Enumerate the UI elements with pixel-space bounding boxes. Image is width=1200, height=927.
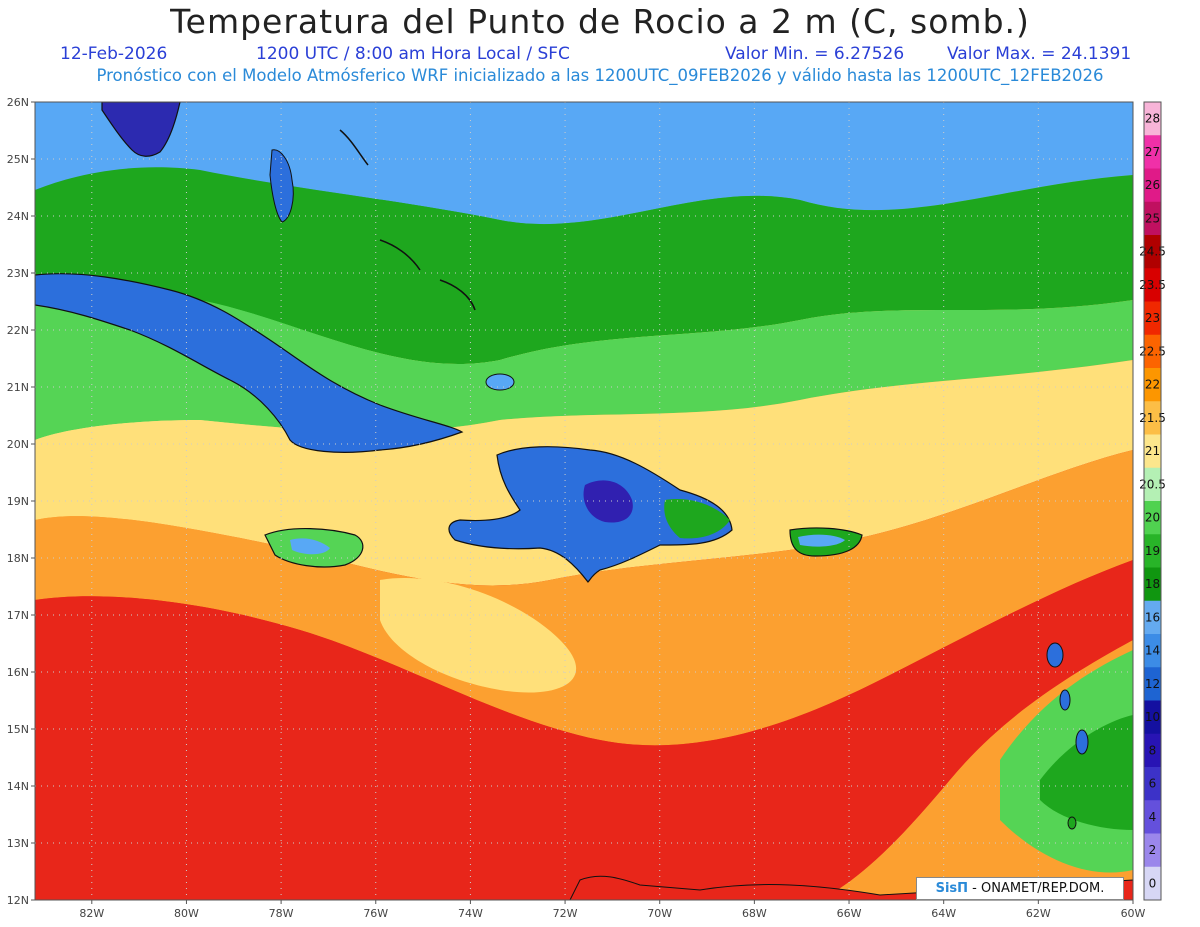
lon-tick-label: 80W bbox=[174, 907, 199, 920]
lat-tick-label: 23N bbox=[7, 267, 29, 280]
lon-tick-label: 68W bbox=[742, 907, 767, 920]
colorbar-label: 10 bbox=[1145, 710, 1160, 724]
lat-tick-label: 19N bbox=[7, 495, 29, 508]
lon-tick-label: 82W bbox=[79, 907, 104, 920]
lon-tick-label: 60W bbox=[1121, 907, 1146, 920]
colorbar-label: 26 bbox=[1145, 178, 1160, 192]
colorbar: 2827262524.523.52322.52221.52120.5201918… bbox=[1139, 101, 1166, 901]
lon-tick-label: 72W bbox=[553, 907, 578, 920]
colorbar-label: 19 bbox=[1145, 544, 1160, 558]
lat-tick-label: 26N bbox=[7, 96, 29, 109]
forecast-time: 1200 UTC / 8:00 am Hora Local / SFC bbox=[256, 44, 570, 64]
colorbar-swatch bbox=[1144, 401, 1161, 435]
cuba-landmass bbox=[35, 273, 464, 453]
lat-tick-label: 15N bbox=[7, 723, 29, 736]
colorbar-swatch bbox=[1144, 201, 1161, 236]
lon-tick-label: 76W bbox=[363, 907, 388, 920]
axis-labels: 26N 25N 24N 23N 22N 21N 20N 19N 18N 17N 16N 15N 14N 1… bbox=[7, 96, 1146, 920]
colorbar-swatch bbox=[1144, 235, 1161, 269]
lon-tick-label: 74W bbox=[458, 907, 483, 920]
lat-tick-label: 12N bbox=[7, 894, 29, 907]
colorbar-swatch bbox=[1144, 168, 1161, 203]
colorbar-swatch bbox=[1144, 866, 1161, 901]
lat-tick-label: 16N bbox=[7, 666, 29, 679]
colorbar-swatch bbox=[1144, 767, 1161, 801]
colorbar-swatch bbox=[1144, 667, 1161, 701]
model-info: Pronóstico con el Modelo Atmósferico WRF… bbox=[96, 66, 1104, 85]
colorbar-swatch bbox=[1144, 268, 1161, 302]
lat-tick-label: 17N bbox=[7, 609, 29, 622]
lon-tick-label: 78W bbox=[269, 907, 294, 920]
colorbar-label: 2 bbox=[1149, 843, 1157, 857]
colorbar-label: 20.5 bbox=[1139, 477, 1166, 491]
colorbar-swatch bbox=[1144, 800, 1161, 834]
hispaniola-landmass bbox=[448, 446, 733, 583]
colorbar-label: 8 bbox=[1149, 743, 1157, 757]
colorbar-label: 12 bbox=[1145, 677, 1160, 691]
colorbar-swatch bbox=[1144, 102, 1161, 136]
lat-tick-label: 21N bbox=[7, 381, 29, 394]
sispi-logo: SisΠ bbox=[935, 881, 969, 896]
colorbar-swatch bbox=[1144, 467, 1161, 502]
min-value: Valor Min. = 6.27526 bbox=[725, 44, 905, 64]
colorbar-swatch bbox=[1144, 301, 1161, 336]
colorbar-label: 16 bbox=[1145, 610, 1160, 624]
colorbar-label: 0 bbox=[1149, 876, 1157, 890]
colorbar-frame bbox=[1143, 101, 1162, 901]
credit-text: - ONAMET/REP.DOM. bbox=[972, 881, 1105, 896]
colorbar-label: 6 bbox=[1149, 777, 1157, 791]
colorbar-label: 20 bbox=[1145, 511, 1160, 525]
lon-tick-label: 70W bbox=[647, 907, 672, 920]
lat-tick-label: 18N bbox=[7, 552, 29, 565]
colorbar-label: 23 bbox=[1145, 311, 1160, 325]
colorbar-label: 28 bbox=[1145, 112, 1160, 126]
colorbar-label: 27 bbox=[1145, 145, 1160, 159]
field-layer bbox=[35, 102, 1133, 900]
lat-tick-label: 25N bbox=[7, 153, 29, 166]
florida-landmass bbox=[101, 102, 181, 157]
colorbar-label: 18 bbox=[1145, 577, 1160, 591]
lat-tick-label: 22N bbox=[7, 324, 29, 337]
forecast-date: 12-Feb-2026 bbox=[60, 44, 168, 64]
colorbar-swatch bbox=[1144, 501, 1161, 535]
lat-tick-label: 20N bbox=[7, 438, 29, 451]
colorbar-swatch bbox=[1144, 434, 1161, 469]
colorbar-label: 21.5 bbox=[1139, 411, 1166, 425]
colorbar-label: 24.5 bbox=[1139, 245, 1166, 259]
colorbar-swatch bbox=[1144, 600, 1161, 635]
colorbar-swatch bbox=[1144, 334, 1161, 369]
map-title: Temperatura del Punto de Rocio a 2 m (C,… bbox=[170, 2, 1030, 41]
st-lucia-island bbox=[1075, 729, 1089, 755]
colorbar-swatch bbox=[1144, 833, 1161, 868]
lon-tick-label: 62W bbox=[1026, 907, 1051, 920]
lon-tick-label: 66W bbox=[837, 907, 862, 920]
colorbar-swatch bbox=[1144, 700, 1161, 735]
colorbar-swatch bbox=[1144, 534, 1161, 568]
lon-tick-label: 64W bbox=[931, 907, 956, 920]
colorbar-swatch bbox=[1144, 567, 1161, 602]
colorbar-swatch bbox=[1144, 368, 1161, 402]
lat-tick-label: 13N bbox=[7, 837, 29, 850]
andros-island bbox=[269, 149, 294, 223]
colorbar-label: 23.5 bbox=[1139, 278, 1166, 292]
lat-tick-label: 24N bbox=[7, 210, 29, 223]
colorbar-label: 21 bbox=[1145, 444, 1160, 458]
lat-tick-label: 14N bbox=[7, 780, 29, 793]
colorbar-swatch bbox=[1144, 634, 1161, 668]
colorbar-swatch bbox=[1144, 135, 1161, 169]
martinique-island bbox=[1059, 689, 1071, 711]
colorbar-label: 25 bbox=[1145, 211, 1160, 225]
credit-box: SisΠ - ONAMET/REP.DOM. bbox=[916, 877, 1124, 900]
colorbar-label: 22 bbox=[1145, 378, 1160, 392]
max-value: Valor Max. = 24.1391 bbox=[947, 44, 1132, 64]
colorbar-label: 4 bbox=[1149, 810, 1157, 824]
guadeloupe-island bbox=[1046, 642, 1064, 668]
colorbar-label: 14 bbox=[1145, 644, 1160, 658]
colorbar-label: 22.5 bbox=[1139, 344, 1166, 358]
colorbar-swatch bbox=[1144, 733, 1161, 768]
